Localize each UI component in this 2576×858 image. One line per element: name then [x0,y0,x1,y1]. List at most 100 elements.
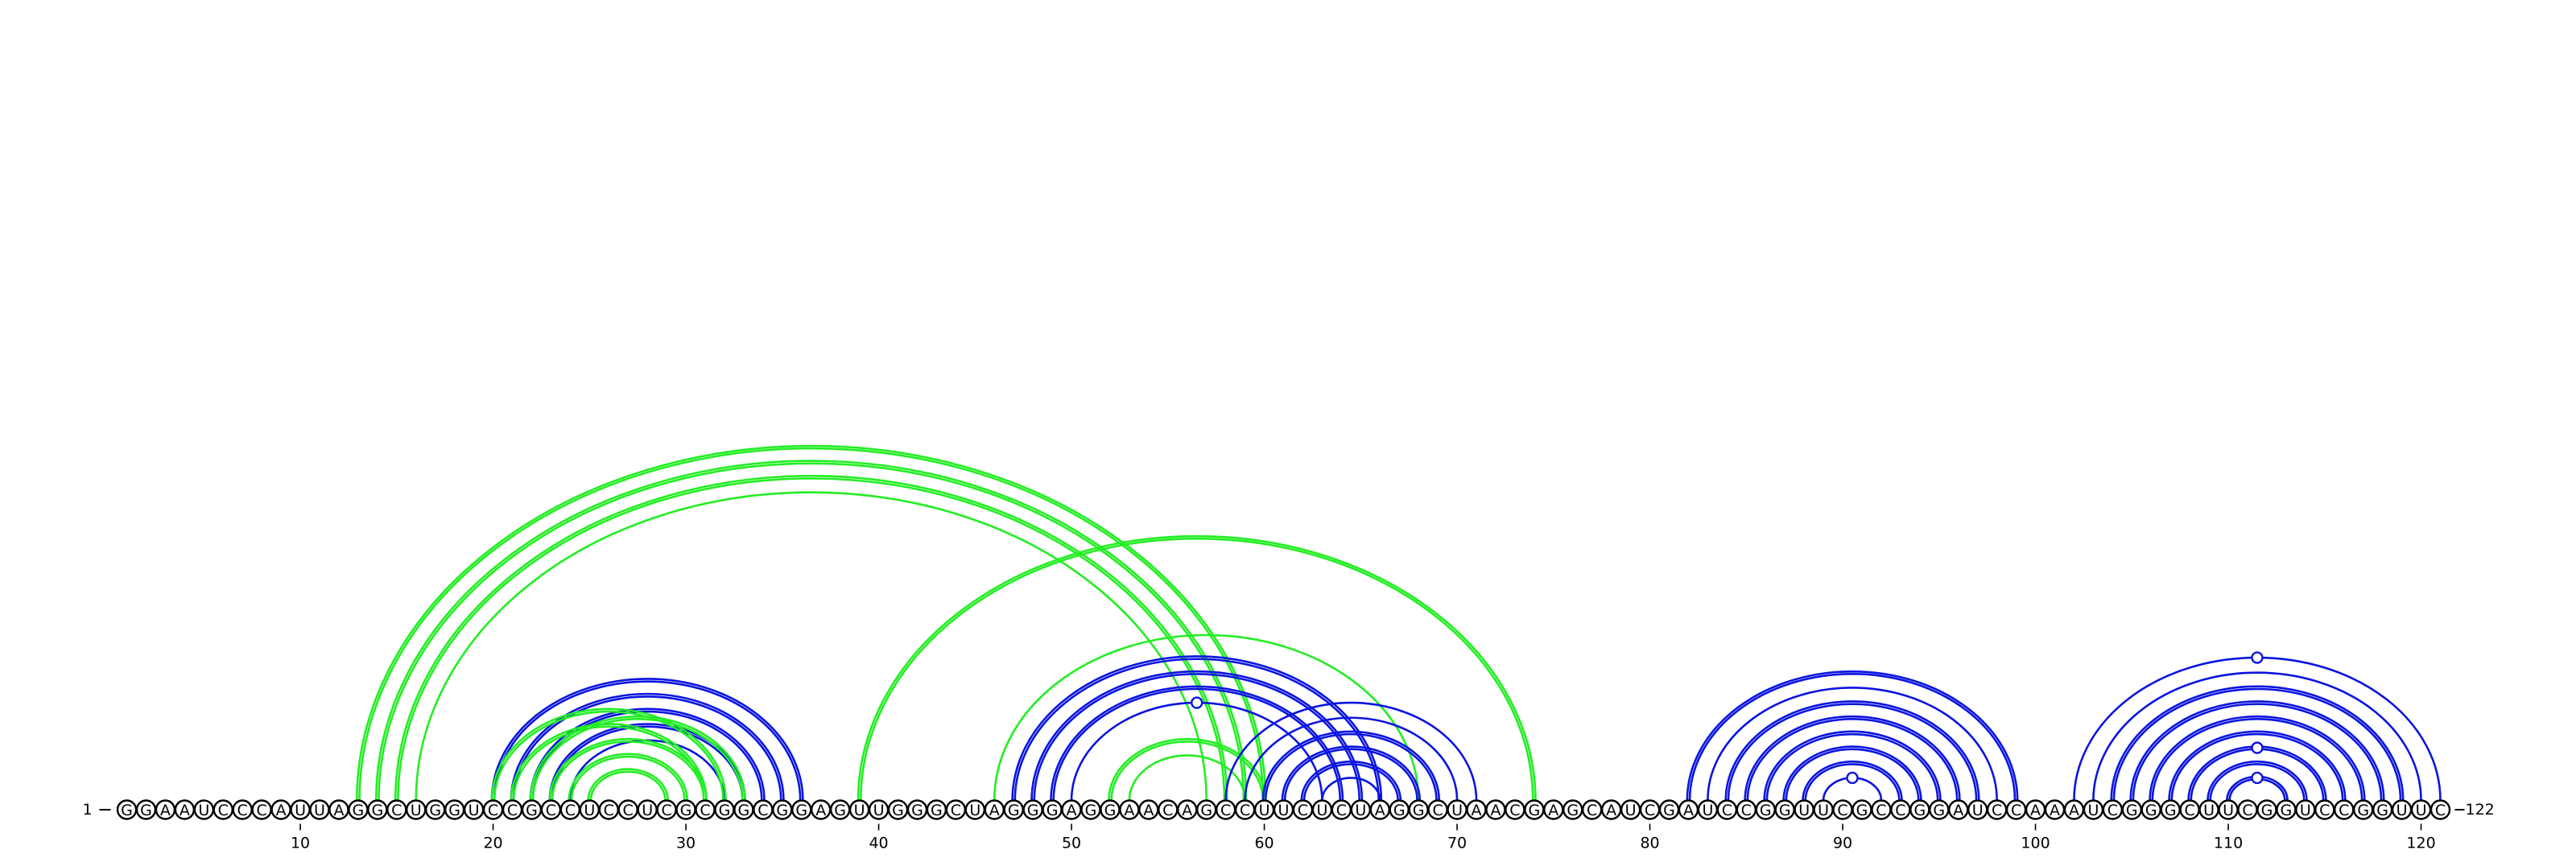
nucleotide-67: G [1389,799,1410,820]
arc-24-30 [568,753,688,801]
arc-14-59 [378,462,1245,801]
arc-53-59 [1128,754,1246,801]
nucleotide-letter: C [2435,802,2446,819]
nucleotide-letter: G [448,802,460,819]
nucleotide-letter: C [507,802,518,819]
nucleotide-81: G [1658,799,1680,820]
nucleotide-62: C [1292,799,1314,820]
nucleotide-111: C [2237,799,2258,820]
nucleotide-34: C [753,799,774,820]
nucleotide-71: A [1466,799,1487,820]
nucleotide-66: A [1369,799,1390,820]
nucleotide-105: G [2121,799,2143,820]
nucleotide-letter: A [333,802,344,819]
gu-pair-marks [1191,651,2264,785]
arc-20-36 [493,680,802,801]
arc-22-33 [529,715,746,801]
nucleotide-letter: C [1876,802,1886,819]
nucleotide-letter: G [2357,802,2369,819]
nucleotide-letter: U [854,802,865,819]
nucleotide-60: U [1253,799,1275,820]
nucleotide-96: A [1948,799,1969,820]
nucleotide-21: C [502,799,523,820]
arc-60-69 [1261,730,1440,801]
nucleotide-95: G [1929,799,1950,820]
tick-label-30: 30 [676,835,696,852]
arc-85-96 [1744,715,1961,801]
nucleotide-74: G [1524,799,1545,820]
nucleotide-letter: U [314,802,325,819]
nucleotide-28: U [637,799,658,820]
arc-58-71 [1224,701,1478,801]
nucleotide-30: G [675,799,696,820]
nucleotide-47: G [1003,799,1024,820]
arc-49-64 [1052,687,1342,801]
nucleotide-letter: U [1798,802,1810,819]
nucleotide-letter: C [2107,802,2118,819]
nucleotide-letter: U [642,802,653,819]
nucleotide-44: C [945,799,967,820]
sequence-backbone: 1 122 [83,801,2495,819]
nucleotide-48: G [1022,799,1043,820]
nucleotide-letter: C [1992,802,2002,819]
nucleotide-52: G [1100,799,1121,820]
nucleotide-39: U [848,799,870,820]
nucleotide-letter: A [1375,802,1385,819]
tick-label-120: 120 [2406,835,2435,852]
nucleotide-2: G [135,799,157,820]
arc-104-119 [2112,687,2402,801]
nucleotide-letter: A [1124,802,1134,819]
arc-109-114 [2207,760,2308,801]
arc-62-67 [1302,763,1399,801]
nucleotide-letter: U [1972,802,1984,819]
nucleotide-117: G [2352,799,2374,820]
nucleotide-16: U [406,799,427,820]
nucleotide-35: G [772,799,793,820]
nucleotide-45: U [964,799,986,820]
nucleotide-letter: A [1548,802,1558,819]
nucleotide-98: C [1986,799,2008,820]
arc-46-68 [993,633,1420,801]
arc-63-66 [1321,777,1381,801]
nucleotide-letter: G [680,802,692,819]
nucleotide-letter: A [2050,802,2060,819]
arc-39-74 [857,534,1537,801]
gu-mark-50-63 [1191,696,1203,709]
nucleotide-63: U [1311,799,1333,820]
arc-13-60 [358,447,1265,801]
arc-20-32 [490,707,727,801]
arc-49-64 [1050,685,1344,801]
arc-48-65 [1033,673,1360,801]
nucleotide-letter: G [2376,802,2388,819]
tick-label-110: 110 [2214,835,2243,852]
nucleotide-letter: G [1046,802,1059,819]
arc-62-67 [1300,760,1402,801]
nucleotide-68: G [1408,799,1429,820]
nucleotide-85: C [1736,799,1757,820]
nucleotide-letter: U [1316,802,1327,819]
nucleotide-93: C [1890,799,1911,820]
nucleotide-letter: G [1008,802,1020,819]
nucleotide-letter: A [276,802,287,819]
arc-85-96 [1746,718,1959,801]
arc-20-36 [490,678,804,801]
nucleotide-77: C [1581,799,1603,820]
nucleotide-14: G [367,799,388,820]
nucleotide-15: C [386,799,407,820]
arc-21-35 [512,695,782,801]
gu-mark-110-113 [2251,771,2264,785]
nucleotide-20: C [482,799,504,820]
nucleotide-3: A [155,799,176,820]
arc-21-35 [510,692,785,801]
nucleotide-letter: U [2203,802,2215,819]
nucleotide-letter: C [2319,802,2330,819]
nucleotide-letter: G [1027,802,1039,819]
nucleotide-59: C [1234,799,1256,820]
tick-label-10: 10 [291,835,310,852]
arc-22-34 [529,707,766,801]
nucleotide-letter: A [160,802,171,819]
arc-23-31 [548,737,708,801]
arc-86-95 [1765,732,1939,801]
nucleotide-106: G [2140,799,2161,820]
